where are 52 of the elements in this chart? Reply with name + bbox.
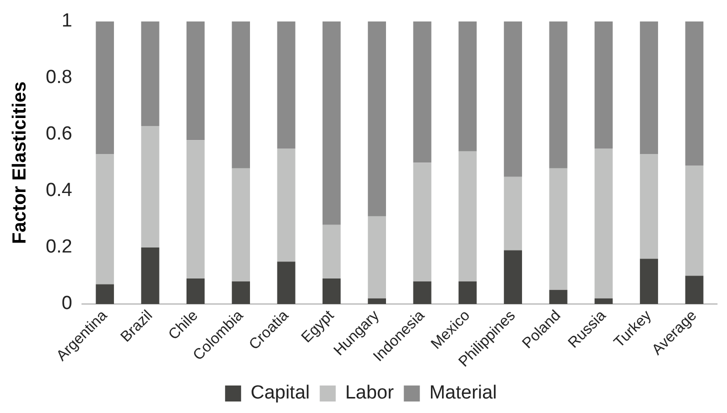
y-tick-label: 1	[62, 10, 72, 32]
y-tick-label: 0.8	[46, 67, 72, 88]
y-tick-label: 0.6	[46, 124, 72, 145]
bar	[413, 281, 432, 304]
bar	[277, 262, 296, 304]
bar	[504, 21, 522, 177]
legend-label: Labor	[345, 382, 395, 404]
bar	[186, 278, 205, 304]
legend-label: Material	[429, 382, 497, 404]
bar	[640, 258, 658, 304]
bar	[594, 21, 613, 149]
bar	[549, 290, 568, 304]
bar	[594, 298, 613, 304]
bar	[232, 281, 250, 304]
bar	[640, 21, 658, 154]
bar	[685, 21, 704, 166]
bar	[594, 148, 613, 298]
y-axis-title: Factor Elasticities	[10, 81, 31, 244]
bar	[186, 140, 205, 279]
y-tick-label: 0.4	[46, 180, 73, 202]
bar	[322, 224, 341, 279]
y-tick-label: 0.2	[46, 236, 72, 258]
bar	[549, 21, 568, 168]
bar	[549, 168, 568, 290]
bar	[277, 148, 296, 262]
bar	[232, 168, 250, 282]
bar	[141, 126, 160, 248]
bar	[458, 281, 477, 304]
bar	[322, 21, 341, 225]
bar	[96, 284, 114, 304]
bar	[141, 247, 160, 304]
bar	[368, 298, 386, 304]
bar	[413, 162, 432, 282]
bar	[504, 176, 522, 250]
bar	[640, 154, 658, 259]
bar	[186, 21, 205, 140]
bar	[504, 250, 522, 304]
bar	[458, 21, 477, 152]
bar	[413, 21, 432, 163]
bar	[458, 151, 477, 282]
bar	[96, 154, 114, 284]
bar	[277, 21, 296, 149]
bar	[232, 21, 250, 168]
y-tick-label: 0	[62, 293, 72, 314]
bar	[322, 278, 341, 304]
bar	[368, 21, 386, 216]
bar	[685, 276, 704, 304]
bar	[141, 21, 160, 126]
legend-label: Capital	[250, 382, 310, 404]
bar	[96, 21, 114, 154]
bar	[685, 166, 704, 276]
bar	[368, 216, 386, 298]
